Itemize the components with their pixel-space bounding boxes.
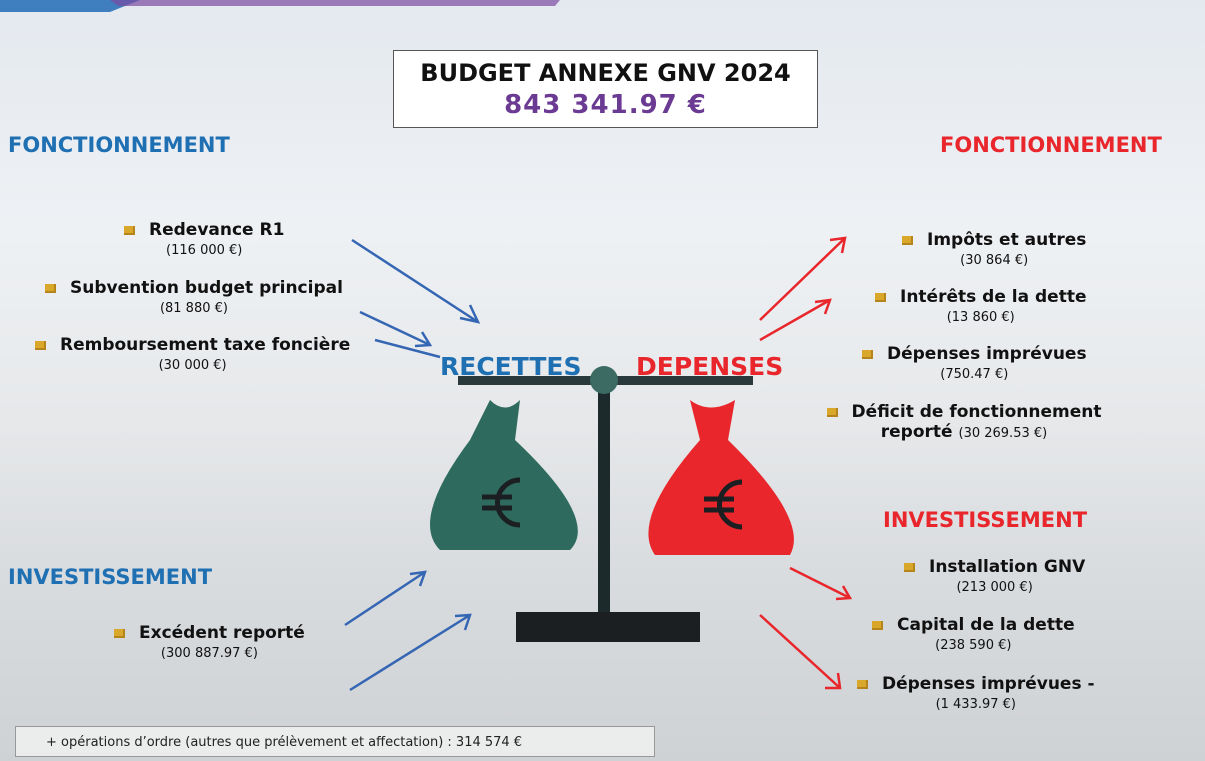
- bullet: [902, 235, 913, 245]
- item-amount: (213 000 €): [956, 580, 1033, 595]
- item-row: Subvention budget principal: [45, 278, 343, 298]
- section-title: INVESTISSEMENT: [883, 508, 1088, 532]
- item-row: Intérêts de la dette: [875, 287, 1086, 307]
- item-label: Déficit de fonctionnement reporté: [851, 402, 1102, 442]
- bullet: [124, 225, 135, 235]
- item-amount: (13 860 €): [946, 310, 1015, 325]
- item-amount: (81 880 €): [159, 301, 228, 316]
- item-label: Installation GNV: [929, 557, 1086, 577]
- item-label: Subvention budget principal: [70, 278, 343, 298]
- bullet: [857, 679, 868, 689]
- item-label: Dépenses imprévues: [887, 344, 1087, 364]
- item-row: Dépenses imprévues -: [857, 674, 1095, 694]
- budget-item: Redevance R1 (116 000 €): [124, 220, 284, 258]
- item-amount: (30 864 €): [960, 253, 1029, 268]
- depenses-label: DEPENSES: [636, 352, 784, 381]
- item-amount: (300 887.97 €): [160, 646, 258, 661]
- budget-title: BUDGET ANNEXE GNV 2024: [420, 59, 791, 87]
- budget-item: Remboursement taxe foncière (30 000 €): [35, 335, 350, 373]
- section-title: INVESTISSEMENT: [8, 565, 213, 589]
- footer-note: + opérations d’ordre (autres que prélève…: [15, 726, 655, 757]
- item-amount: (30 269.53 €): [958, 426, 1048, 441]
- bullet: [35, 340, 46, 350]
- item-label: Impôts et autres: [927, 230, 1087, 250]
- item-row: Capital de la dette: [872, 615, 1075, 635]
- budget-item: Déficit de fonctionnement reporté (30 26…: [818, 402, 1110, 442]
- budget-item: Dépenses imprévues - (1 433.97 €): [857, 674, 1095, 712]
- bullet: [904, 562, 915, 572]
- item-row: Excédent reporté: [114, 623, 305, 643]
- scale: [430, 366, 794, 642]
- budget-total: 843 341.97 €: [504, 90, 707, 120]
- item-row: Dépenses imprévues: [862, 344, 1087, 364]
- budget-item: Intérêts de la dette (13 860 €): [875, 287, 1086, 325]
- budget-box: BUDGET ANNEXE GNV 2024 843 341.97 €: [393, 50, 818, 128]
- bullet: [862, 349, 873, 359]
- recettes-label: RECETTES: [440, 352, 582, 381]
- item-amount: (116 000 €): [166, 243, 243, 258]
- budget-item: Dépenses imprévues (750.47 €): [862, 344, 1087, 382]
- bullet: [875, 292, 886, 302]
- budget-item: Excédent reporté (300 887.97 €): [114, 623, 305, 661]
- budget-item: Subvention budget principal (81 880 €): [45, 278, 343, 316]
- item-label: Capital de la dette: [897, 615, 1075, 635]
- bullet: [826, 407, 838, 417]
- item-amount: (750.47 €): [940, 367, 1009, 382]
- section-title: FONCTIONNEMENT: [940, 133, 1162, 157]
- header-strip: [110, 0, 560, 6]
- item-label: Excédent reporté: [139, 623, 305, 643]
- item-label: Intérêts de la dette: [900, 287, 1087, 307]
- blue-arrows: [344, 238, 481, 692]
- item-row: Déficit de fonctionnement reporté (30 26…: [818, 402, 1110, 442]
- budget-item: Installation GNV (213 000 €): [904, 557, 1085, 595]
- item-label: Remboursement taxe foncière: [60, 335, 351, 355]
- section-title: FONCTIONNEMENT: [8, 133, 230, 157]
- item-amount: (30 000 €): [158, 358, 227, 373]
- item-label: Dépenses imprévues -: [882, 674, 1095, 694]
- item-label: Redevance R1: [149, 220, 285, 240]
- red-arrows: [759, 236, 853, 690]
- bullet: [114, 628, 125, 638]
- bullet: [45, 283, 56, 293]
- budget-item: Capital de la dette (238 590 €): [872, 615, 1075, 653]
- bullet: [872, 620, 883, 630]
- budget-item: Impôts et autres (30 864 €): [902, 230, 1086, 268]
- item-row: Redevance R1: [124, 220, 284, 240]
- item-row: Impôts et autres: [902, 230, 1086, 250]
- item-amount: (1 433.97 €): [935, 697, 1016, 712]
- item-row: Remboursement taxe foncière: [35, 335, 350, 355]
- item-amount: (238 590 €): [935, 638, 1012, 653]
- item-row: Installation GNV: [904, 557, 1085, 577]
- header-strip: [0, 0, 140, 12]
